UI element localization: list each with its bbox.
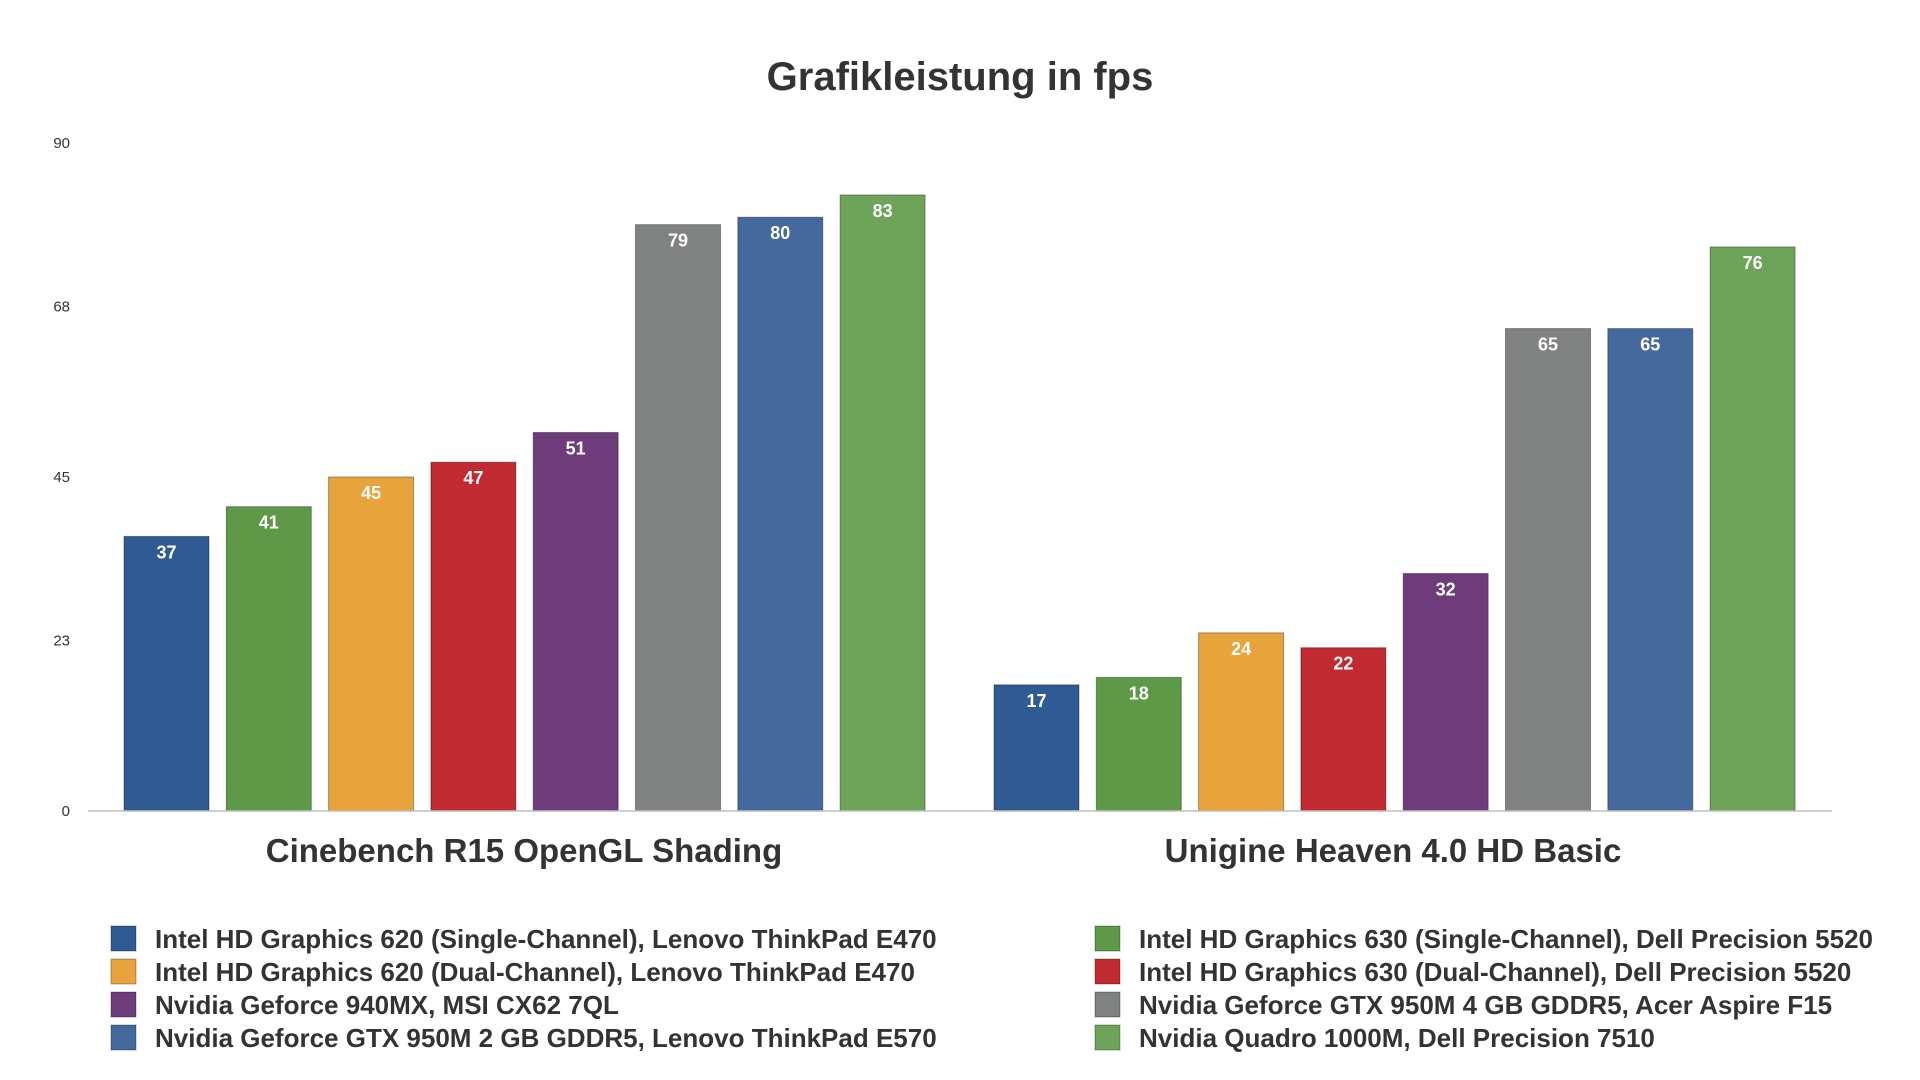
data-label: 41 [259, 513, 279, 533]
data-label: 47 [463, 468, 483, 488]
data-label: 83 [873, 201, 893, 221]
category-label: Cinebench R15 OpenGL Shading [266, 832, 782, 869]
legend-label: Nvidia Geforce GTX 950M 4 GB GDDR5, Acer… [1139, 990, 1832, 1020]
y-axis: 0 23 45 68 90 [53, 135, 70, 820]
bar [1300, 647, 1387, 812]
bar [328, 476, 415, 812]
bar [1505, 328, 1591, 812]
data-label: 17 [1026, 691, 1046, 711]
legend-swatch [110, 958, 137, 985]
legend-swatch [1094, 991, 1121, 1018]
data-label: 65 [1640, 335, 1660, 355]
legend-label: Nvidia Quadro 1000M, Dell Precision 7510 [1139, 1023, 1655, 1053]
data-label: 18 [1129, 683, 1149, 703]
y-tick-label: 0 [62, 803, 70, 820]
chart-title: Grafikleistung in fps [767, 55, 1154, 99]
legend-swatch [1094, 958, 1121, 985]
legend-label: Intel HD Graphics 630 (Single-Channel), … [1139, 924, 1873, 954]
data-label: 22 [1333, 654, 1353, 674]
legend-label: Intel HD Graphics 620 (Single-Channel), … [155, 924, 937, 954]
bar [635, 224, 721, 812]
y-tick-label: 90 [53, 135, 70, 152]
data-label: 51 [566, 438, 586, 458]
legend-swatch [1094, 1024, 1121, 1051]
legend-label: Nvidia Geforce GTX 950M 2 GB GDDR5, Leno… [155, 1023, 937, 1053]
data-label: 80 [770, 223, 790, 243]
y-tick-label: 23 [53, 632, 70, 649]
legend-swatch [110, 1024, 137, 1051]
category-label: Unigine Heaven 4.0 HD Basic [1165, 832, 1622, 869]
legend: Intel HD Graphics 620 (Single-Channel), … [110, 924, 1873, 1053]
legend-swatch [1094, 925, 1121, 952]
legend-swatch [110, 991, 137, 1018]
data-label: 45 [361, 483, 381, 503]
bar [532, 431, 619, 812]
data-label: 76 [1743, 253, 1763, 273]
y-tick-label: 45 [53, 469, 70, 486]
bar [1709, 246, 1796, 812]
data-label: 65 [1538, 335, 1558, 355]
legend-swatch [110, 925, 137, 952]
bar [1607, 328, 1694, 812]
bar [1198, 632, 1285, 812]
data-label: 79 [668, 231, 688, 251]
bar [430, 461, 517, 812]
group-labels: Cinebench R15 OpenGL Shading Unigine Heav… [266, 832, 1622, 869]
data-labels: 37 41 45 47 51 79 80 83 17 18 24 22 32 65 65 76 [156, 201, 1762, 711]
bars [123, 194, 1796, 812]
bar [225, 506, 312, 812]
bar [1095, 676, 1182, 812]
bar [1402, 572, 1489, 812]
y-tick-label: 68 [53, 298, 70, 315]
legend-label: Nvidia Geforce 940MX, MSI CX62 7QL [155, 990, 619, 1020]
data-label: 32 [1436, 579, 1456, 599]
bar [123, 535, 210, 812]
bar [737, 216, 824, 812]
legend-label: Intel HD Graphics 620 (Dual-Channel), Le… [155, 957, 915, 987]
legend-label: Intel HD Graphics 630 (Dual-Channel), De… [1139, 957, 1851, 987]
data-label: 37 [156, 542, 176, 562]
bar [839, 194, 926, 812]
data-label: 24 [1231, 639, 1251, 659]
